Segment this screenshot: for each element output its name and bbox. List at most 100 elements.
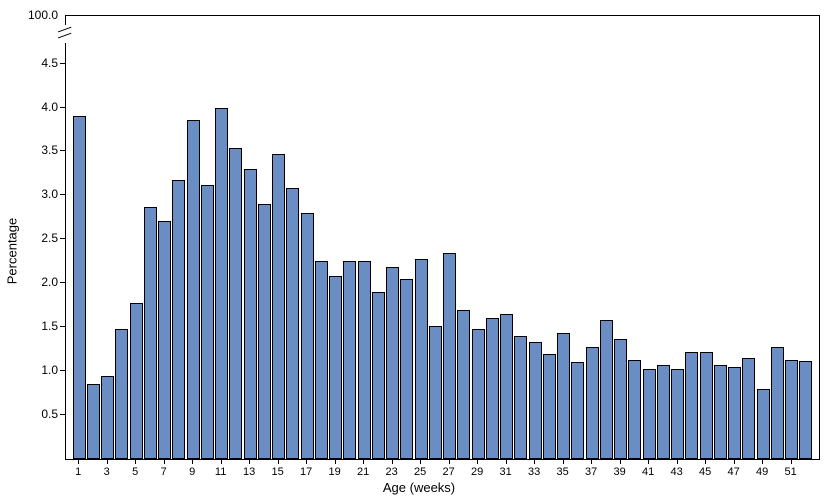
x-tick-label: 23 — [386, 466, 398, 478]
bars-group — [66, 16, 819, 459]
x-tick — [221, 459, 222, 464]
bar — [757, 389, 770, 459]
bar — [258, 204, 271, 459]
x-tick-label: 17 — [300, 466, 312, 478]
x-tick-label: 5 — [132, 466, 138, 478]
x-tick — [477, 459, 478, 464]
bar — [172, 180, 185, 459]
x-tick — [135, 459, 136, 464]
y-tick-label: 0.5 — [8, 407, 58, 421]
y-tick — [60, 282, 65, 283]
y-tick — [60, 326, 65, 327]
x-tick — [620, 459, 621, 464]
bar — [728, 367, 741, 459]
x-tick — [335, 459, 336, 464]
bar — [771, 347, 784, 459]
x-tick-label: 39 — [614, 466, 626, 478]
x-tick-label: 29 — [471, 466, 483, 478]
bar — [600, 320, 613, 459]
x-tick-label: 43 — [671, 466, 683, 478]
x-tick-label: 13 — [243, 466, 255, 478]
x-axis-title: Age (weeks) — [383, 480, 455, 495]
bar — [244, 169, 257, 459]
y-tick-label: 1.0 — [8, 363, 58, 377]
bar-chart: Percentage Age (weeks) 100.00.51.01.52.0… — [0, 0, 838, 501]
bar — [557, 333, 570, 459]
y-tick-label: 2.0 — [8, 275, 58, 289]
bar — [685, 352, 698, 459]
x-tick — [449, 459, 450, 464]
x-tick-label: 25 — [414, 466, 426, 478]
x-tick-label: 51 — [785, 466, 797, 478]
y-tick — [60, 63, 65, 64]
bar — [700, 352, 713, 459]
x-tick — [534, 459, 535, 464]
bar — [457, 310, 470, 459]
x-tick-label: 47 — [728, 466, 740, 478]
y-tick-label: 100.0 — [8, 8, 58, 22]
x-tick-label: 49 — [756, 466, 768, 478]
bar — [372, 292, 385, 459]
bar — [614, 339, 627, 459]
x-tick — [278, 459, 279, 464]
bar — [586, 347, 599, 459]
bar — [500, 314, 513, 459]
x-tick — [762, 459, 763, 464]
bar — [115, 329, 128, 459]
x-tick-label: 1 — [75, 466, 81, 478]
x-tick — [107, 459, 108, 464]
bar — [529, 342, 542, 459]
x-tick — [648, 459, 649, 464]
y-tick — [60, 150, 65, 151]
x-tick — [192, 459, 193, 464]
bar — [400, 279, 413, 459]
x-tick — [734, 459, 735, 464]
x-tick-label: 37 — [585, 466, 597, 478]
bar — [272, 154, 285, 459]
bar — [571, 362, 584, 459]
x-tick — [78, 459, 79, 464]
bar — [714, 365, 727, 459]
x-tick — [563, 459, 564, 464]
y-tick — [60, 414, 65, 415]
bar — [343, 261, 356, 459]
x-tick — [791, 459, 792, 464]
bar — [187, 120, 200, 459]
bar — [315, 261, 328, 459]
bar — [486, 318, 499, 459]
y-tick-label: 2.5 — [8, 231, 58, 245]
x-tick — [705, 459, 706, 464]
x-tick — [677, 459, 678, 464]
bar — [742, 358, 755, 459]
y-tick — [60, 107, 65, 108]
bar — [73, 116, 86, 459]
y-tick-label: 4.0 — [8, 100, 58, 114]
bar — [158, 221, 171, 459]
bar — [130, 303, 143, 459]
x-tick-label: 21 — [357, 466, 369, 478]
x-tick — [363, 459, 364, 464]
bar — [429, 326, 442, 459]
bar — [229, 148, 242, 459]
bar — [472, 329, 485, 459]
bar — [799, 361, 812, 459]
x-tick — [249, 459, 250, 464]
bar — [415, 259, 428, 459]
y-axis-break-icon — [58, 25, 72, 43]
bar — [358, 261, 371, 459]
x-tick — [306, 459, 307, 464]
bar — [144, 207, 157, 459]
plot-area — [65, 15, 820, 460]
x-tick-label: 11 — [215, 466, 226, 478]
bar — [201, 185, 214, 459]
x-tick-label: 27 — [443, 466, 455, 478]
bar — [543, 354, 556, 459]
bar — [87, 384, 100, 459]
x-tick-label: 7 — [161, 466, 167, 478]
x-tick-label: 33 — [528, 466, 540, 478]
bar — [785, 360, 798, 459]
x-tick — [591, 459, 592, 464]
x-tick — [392, 459, 393, 464]
x-tick-label: 35 — [557, 466, 569, 478]
x-tick — [506, 459, 507, 464]
